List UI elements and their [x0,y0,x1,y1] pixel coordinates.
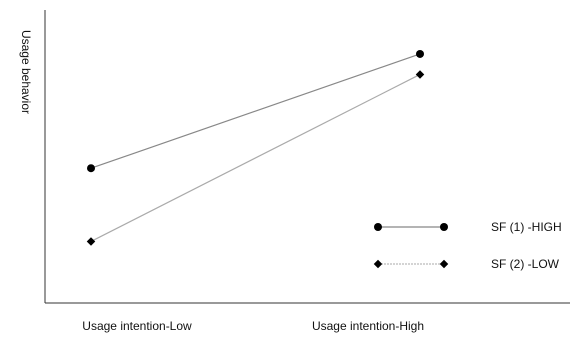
legend-label-low: SF (2) -LOW [491,257,560,271]
legend-item-high: SF (1) -HIGH [374,220,562,234]
x-tick-label-high: Usage intention-High [312,319,424,333]
legend-marker-high-left [374,223,382,231]
y-axis-label: Usage behavior [19,30,33,114]
series-0-point-1 [416,49,424,58]
series-0-point-0 [87,164,95,173]
series-1-point-1 [415,70,425,79]
legend-marker-low-left [373,259,383,269]
series-line-1 [90,73,421,243]
series-layer [86,49,425,246]
legend-label-high: SF (1) -HIGH [491,220,562,234]
legend-marker-low-right [439,259,449,269]
series-1-point-0 [86,237,96,246]
series-line-0 [90,53,421,169]
legend: SF (1) -HIGH SF (2) -LOW [373,220,562,271]
legend-item-low: SF (2) -LOW [373,257,560,271]
x-tick-label-low: Usage intention-Low [82,319,192,333]
legend-marker-high-right [440,223,448,231]
